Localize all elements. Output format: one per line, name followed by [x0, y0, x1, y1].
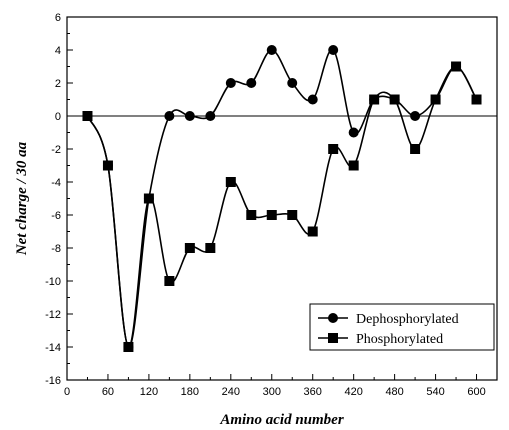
data-point-square	[451, 61, 462, 72]
data-point-square	[102, 160, 113, 171]
legend-label-square: Phosphorylated	[356, 332, 443, 347]
y-axis-title: Net charge / 30 aa	[14, 141, 30, 256]
y-tick-label: 6	[55, 12, 61, 24]
x-tick-label: 120	[140, 386, 158, 398]
legend-marker-circle	[328, 313, 338, 323]
legend-marker-square	[328, 333, 338, 343]
y-tick-label: -10	[45, 276, 61, 288]
data-point-circle	[348, 127, 359, 138]
data-point-circle	[410, 111, 421, 121]
data-point-circle	[307, 94, 318, 105]
x-tick-label: 180	[181, 386, 199, 398]
y-tick-label: -6	[51, 210, 61, 222]
data-point-circle	[246, 78, 257, 88]
data-point-square	[82, 111, 93, 121]
data-point-square	[205, 243, 216, 253]
y-tick-label: -16	[45, 375, 61, 387]
data-point-square	[430, 94, 441, 105]
y-tick-label: -2	[51, 144, 61, 156]
data-point-square	[164, 276, 175, 286]
data-point-square	[287, 210, 298, 220]
y-tick-label: 2	[55, 78, 61, 90]
data-point-square	[184, 243, 195, 253]
data-point-square	[143, 193, 154, 204]
legend-box	[309, 303, 495, 351]
data-point-square	[410, 144, 421, 154]
y-tick-label: -14	[45, 342, 61, 354]
data-point-square	[246, 210, 257, 220]
y-tick-label: 4	[55, 45, 61, 57]
y-tick-label: -12	[45, 309, 61, 321]
data-point-circle	[184, 111, 195, 121]
y-tick-label: 0	[55, 111, 61, 123]
data-point-circle	[225, 78, 236, 88]
y-tick-label: -8	[51, 243, 61, 255]
data-point-circle	[287, 78, 298, 88]
data-point-square	[123, 342, 134, 352]
x-axis-title: Amino acid number	[219, 412, 344, 428]
data-point-square	[225, 177, 236, 187]
data-point-square	[389, 94, 400, 105]
x-tick-label: 300	[263, 386, 281, 398]
x-tick-label: 420	[344, 386, 362, 398]
data-point-square	[369, 94, 380, 105]
data-point-square	[348, 160, 359, 171]
x-tick-label: 240	[222, 386, 240, 398]
data-point-square	[328, 144, 339, 154]
data-point-square	[266, 210, 277, 220]
x-tick-label: 480	[385, 386, 403, 398]
legend: Dephosphorylated Phosphorylated	[309, 303, 495, 351]
data-point-circle	[205, 111, 216, 121]
x-tick-label: 0	[64, 386, 70, 398]
x-tick-label: 540	[426, 386, 444, 398]
data-point-square	[307, 226, 318, 237]
legend-label-circle: Dephosphorylated	[356, 312, 459, 327]
data-point-circle	[328, 45, 339, 55]
y-tick-label: -4	[51, 177, 61, 189]
x-tick-label: 60	[102, 386, 114, 398]
data-point-square	[471, 94, 482, 105]
data-point-circle	[164, 111, 175, 121]
data-point-circle	[266, 45, 277, 55]
x-tick-label: 600	[467, 386, 485, 398]
x-tick-label: 360	[304, 386, 322, 398]
